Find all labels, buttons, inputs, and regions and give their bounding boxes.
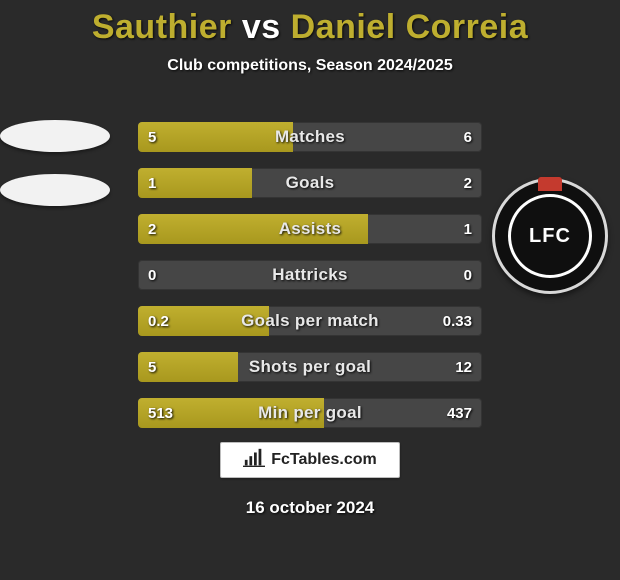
badge-cap xyxy=(538,177,562,191)
stat-row: 513437Min per goal xyxy=(138,398,482,428)
player2-name: Daniel Correia xyxy=(291,8,529,46)
stat-row: 56Matches xyxy=(138,122,482,152)
subtitle: Club competitions, Season 2024/2025 xyxy=(0,57,620,75)
stat-label: Shots per goal xyxy=(138,352,482,382)
stat-label: Min per goal xyxy=(138,398,482,428)
fc-lugano-logo: LFC xyxy=(492,178,608,294)
badge-monogram: LFC xyxy=(529,225,571,248)
placeholder-blob xyxy=(0,174,110,206)
stat-label: Goals per match xyxy=(138,306,482,336)
bar-chart-icon xyxy=(243,447,265,474)
placeholder-blob xyxy=(0,120,110,152)
date-label: 16 october 2024 xyxy=(0,498,620,518)
brand-name: FcTables.com xyxy=(271,451,377,469)
comparison-stats: 56Matches 12Goals 21Assists 00Hattricks 0.20… xyxy=(138,122,482,444)
badge-inner: LFC xyxy=(508,194,592,278)
player2-club-badge: LFC xyxy=(492,178,608,294)
stat-row: 12Goals xyxy=(138,168,482,198)
player1-name: Sauthier xyxy=(92,8,232,46)
stat-label: Hattricks xyxy=(138,260,482,290)
vs-separator: vs xyxy=(232,8,291,46)
stat-row: 512Shots per goal xyxy=(138,352,482,382)
player1-avatar-area xyxy=(0,120,120,228)
stat-row: 21Assists xyxy=(138,214,482,244)
stat-label: Assists xyxy=(138,214,482,244)
stat-label: Matches xyxy=(138,122,482,152)
brand-badge[interactable]: FcTables.com xyxy=(220,442,400,478)
stat-row: 00Hattricks xyxy=(138,260,482,290)
stat-row: 0.20.33Goals per match xyxy=(138,306,482,336)
stat-label: Goals xyxy=(138,168,482,198)
page-title: Sauthier vs Daniel Correia xyxy=(0,0,620,47)
